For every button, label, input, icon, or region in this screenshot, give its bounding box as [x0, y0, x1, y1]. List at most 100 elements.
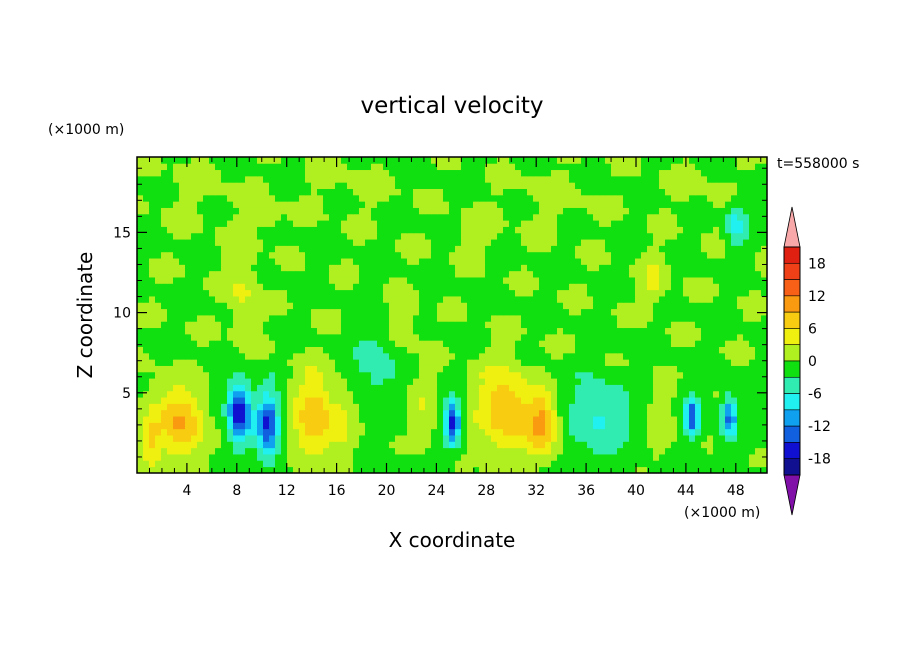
heatmap-cell	[269, 175, 276, 183]
heatmap-cell	[683, 258, 690, 265]
heatmap-cell	[185, 277, 192, 284]
heatmap-cell	[257, 226, 264, 234]
heatmap-cell	[461, 251, 468, 259]
heatmap-cell	[383, 270, 390, 278]
heatmap-cell	[347, 315, 354, 322]
heatmap-cell	[347, 359, 354, 366]
heatmap-cell	[737, 340, 744, 347]
heatmap-cell	[467, 289, 474, 297]
heatmap-cell	[539, 428, 546, 436]
heatmap-cell	[185, 175, 192, 183]
heatmap-cell	[641, 213, 648, 221]
heatmap-cell	[749, 441, 756, 449]
heatmap-cell	[293, 245, 300, 253]
heatmap-cell	[389, 435, 396, 442]
heatmap-cell	[389, 409, 396, 417]
heatmap-cell	[149, 175, 156, 183]
heatmap-cell	[209, 390, 216, 398]
heatmap-cell	[353, 384, 360, 392]
heatmap-cell	[665, 403, 672, 411]
heatmap-cell	[725, 207, 732, 215]
heatmap-cell	[281, 435, 288, 442]
heatmap-cell	[581, 182, 588, 189]
heatmap-cell	[197, 365, 204, 373]
heatmap-cell	[581, 302, 588, 310]
heatmap-cell	[293, 340, 300, 347]
heatmap-cell	[527, 296, 534, 303]
heatmap-cell	[149, 441, 156, 449]
heatmap-cell	[539, 289, 546, 297]
heatmap-cell	[221, 264, 228, 272]
heatmap-cell	[353, 441, 360, 449]
heatmap-cell	[269, 251, 276, 259]
heatmap-cell	[137, 340, 144, 347]
heatmap-cell	[389, 251, 396, 259]
heatmap-cell	[713, 390, 720, 398]
heatmap-cell	[143, 447, 150, 455]
heatmap-cell	[341, 277, 348, 284]
heatmap-cell	[365, 321, 372, 329]
heatmap-cell	[431, 270, 438, 278]
heatmap-cell	[467, 397, 474, 404]
heatmap-cell	[701, 447, 708, 455]
heatmap-cell	[185, 194, 192, 202]
heatmap-cell	[419, 346, 426, 354]
heatmap-cell	[311, 416, 318, 423]
heatmap-cell	[629, 416, 636, 423]
heatmap-cell	[425, 365, 432, 373]
heatmap-cell	[167, 397, 174, 404]
heatmap-cell	[215, 308, 222, 316]
heatmap-cell	[533, 441, 540, 449]
heatmap-cell	[581, 207, 588, 215]
heatmap-cell	[233, 340, 240, 347]
heatmap-cell	[521, 239, 528, 246]
heatmap-cell	[293, 188, 300, 196]
heatmap-cell	[623, 258, 630, 265]
heatmap-cell	[347, 220, 354, 227]
heatmap-cell	[395, 258, 402, 265]
heatmap-cell	[239, 333, 246, 341]
heatmap-cell	[485, 264, 492, 272]
heatmap-cell	[383, 359, 390, 366]
heatmap-cell	[263, 390, 270, 398]
heatmap-cell	[359, 365, 366, 373]
heatmap-cell	[161, 460, 168, 468]
heatmap-cell	[755, 245, 762, 253]
heatmap-cell	[527, 302, 534, 310]
heatmap-cell	[395, 213, 402, 221]
heatmap-cell	[707, 441, 714, 449]
heatmap-cell	[695, 359, 702, 366]
heatmap-cell	[503, 289, 510, 297]
heatmap-cell	[671, 466, 678, 473]
heatmap-cell	[305, 296, 312, 303]
heatmap-cell	[383, 327, 390, 335]
heatmap-cell	[677, 371, 684, 379]
heatmap-cell	[515, 283, 522, 291]
heatmap-cell	[485, 384, 492, 392]
heatmap-cell	[485, 289, 492, 297]
heatmap-cell	[569, 296, 576, 303]
heatmap-cell	[203, 239, 210, 246]
heatmap-cell	[707, 251, 714, 259]
heatmap-cell	[755, 175, 762, 183]
heatmap-cell	[689, 359, 696, 366]
heatmap-cell	[383, 352, 390, 360]
heatmap-cell	[491, 454, 498, 461]
heatmap-cell	[383, 403, 390, 411]
heatmap-cell	[257, 182, 264, 189]
heatmap-cell	[671, 416, 678, 423]
heatmap-cell	[683, 346, 690, 354]
heatmap-cell	[173, 239, 180, 246]
heatmap-cell	[155, 188, 162, 196]
heatmap-cell	[503, 352, 510, 360]
heatmap-cell	[407, 460, 414, 468]
heatmap-cell	[677, 188, 684, 196]
heatmap-cell	[221, 188, 228, 196]
heatmap-cell	[197, 397, 204, 404]
heatmap-cell	[635, 447, 642, 455]
heatmap-cell	[437, 460, 444, 468]
heatmap-cell	[389, 397, 396, 404]
heatmap-cell	[395, 277, 402, 284]
heatmap-cell	[743, 226, 750, 234]
heatmap-cell	[707, 403, 714, 411]
